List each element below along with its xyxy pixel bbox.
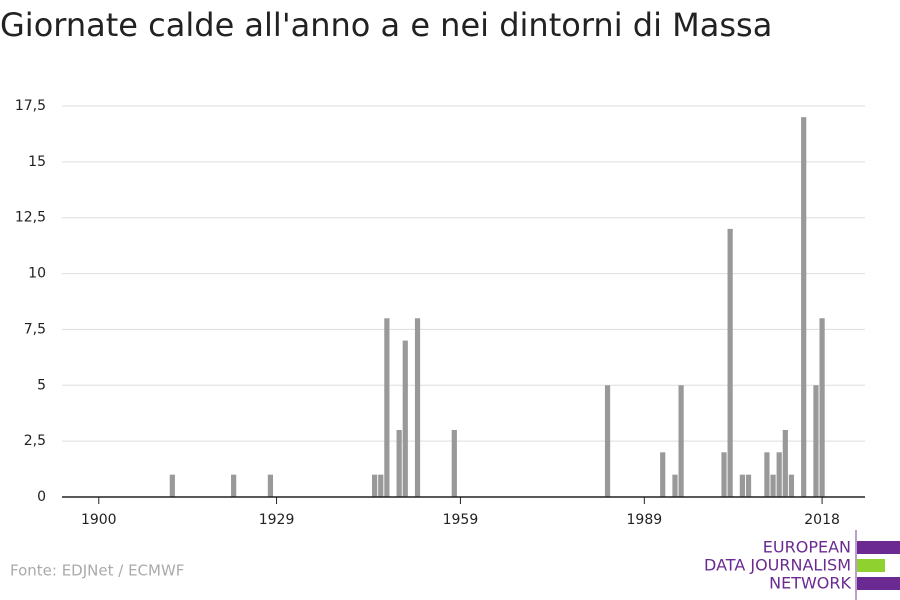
bar [402, 340, 408, 497]
bar [378, 474, 384, 497]
logo-text: NETWORK [769, 574, 851, 593]
bar [414, 318, 421, 497]
bar [764, 452, 770, 497]
chart-title: Giornate calde all'anno a e nei dintorni… [0, 6, 772, 44]
bar [267, 474, 274, 497]
bar [604, 385, 611, 497]
bar [788, 474, 795, 497]
y-tick-label: 5 [37, 377, 46, 393]
logo-bar [857, 577, 900, 590]
x-tick-label: 1900 [81, 512, 117, 528]
x-tick-label: 1989 [627, 512, 663, 528]
bar [231, 474, 237, 497]
bar [678, 385, 684, 497]
y-tick-label: 17,5 [15, 98, 46, 114]
bar [396, 429, 402, 497]
x-tick-label: 1929 [259, 512, 295, 528]
source: Fonte: EDJNet / ECMWF [10, 562, 184, 580]
y-tick-label: 7,5 [24, 321, 46, 337]
bar [745, 474, 752, 497]
bar [801, 117, 807, 498]
logo-bar [857, 559, 885, 572]
logo-bar [857, 541, 900, 554]
logo-text: DATA JOURNALISM [704, 556, 851, 575]
y-tick-label: 15 [28, 154, 46, 170]
y-tick-label: 10 [28, 266, 46, 282]
bar [739, 474, 746, 497]
bar [813, 385, 819, 497]
logo-text: EUROPEAN [763, 538, 851, 557]
bar [727, 228, 733, 497]
bar [169, 474, 175, 497]
bar [451, 429, 457, 497]
y-tick-label: 12,5 [15, 210, 46, 226]
y-tick-label: 2,5 [24, 433, 46, 449]
bar [384, 318, 390, 497]
bar [770, 474, 776, 497]
bar [819, 318, 825, 497]
bar [372, 474, 378, 497]
bar [660, 452, 666, 497]
bar [782, 429, 788, 497]
bar [776, 452, 782, 497]
bar [721, 452, 727, 497]
y-tick-label: 0 [37, 489, 46, 505]
x-tick-label: 2018 [804, 512, 840, 528]
x-tick-label: 1959 [443, 512, 479, 528]
bar [672, 474, 678, 497]
